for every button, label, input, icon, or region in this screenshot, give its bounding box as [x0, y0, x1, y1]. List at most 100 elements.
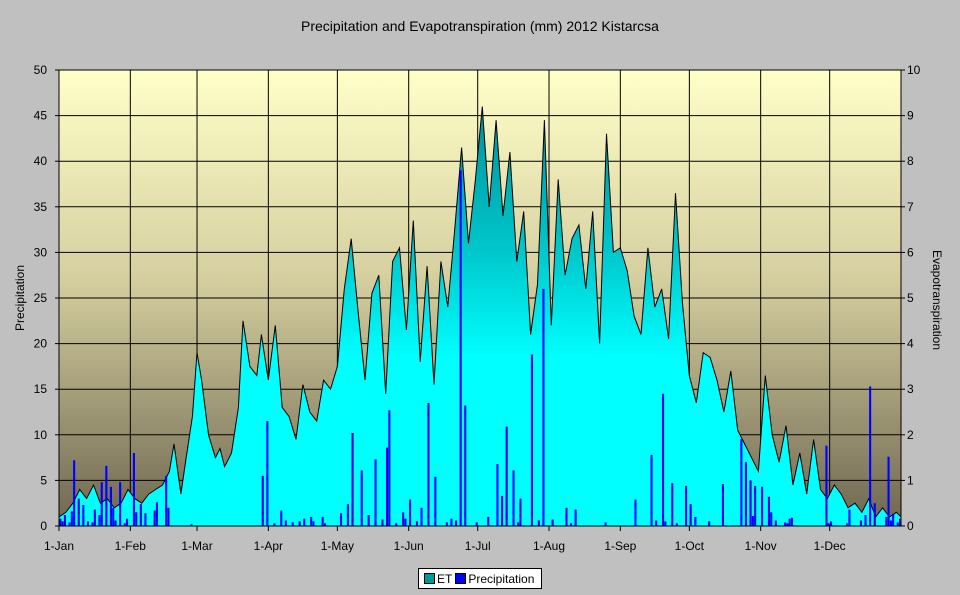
precipitation-bar — [749, 480, 752, 526]
right-tick-label: 9 — [907, 109, 914, 123]
precipitation-bar — [574, 509, 577, 526]
precipitation-bar — [153, 510, 156, 526]
precipitation-bar — [721, 484, 724, 526]
precipitation-bar — [459, 170, 462, 527]
precipitation-bar — [864, 515, 867, 526]
precipitation-bar — [604, 522, 607, 526]
precipitation-bar — [61, 521, 64, 526]
precipitation-bar — [708, 521, 711, 526]
precipitation-bar — [409, 499, 412, 526]
precipitation-bar — [280, 510, 283, 526]
y-axis-label-right: Evapotranspiration — [930, 250, 944, 350]
precipitation-bar — [445, 522, 448, 526]
left-tick-label: 5 — [40, 473, 47, 487]
left-tick-label: 45 — [34, 109, 48, 123]
precipitation-bar — [291, 522, 294, 526]
precipitation-bar — [662, 393, 665, 526]
precipitation-bar — [770, 512, 773, 526]
x-tick-label: 1-Nov — [745, 539, 777, 553]
precipitation-bar — [70, 511, 73, 526]
precipitation-bar — [100, 482, 103, 526]
left-tick-label: 30 — [34, 245, 48, 259]
precipitation-bar — [109, 486, 112, 526]
legend-item-et: ET — [424, 572, 452, 586]
legend: ET Precipitation — [418, 568, 542, 589]
precipitation-bar — [896, 522, 899, 526]
precipitation-bar — [303, 518, 306, 526]
precipitation-bar — [825, 445, 828, 526]
precipitation-bar-series — [59, 170, 902, 527]
right-tick-label: 4 — [907, 337, 914, 351]
x-tick-label: 1-Apr — [254, 539, 283, 553]
precipitation-bar — [346, 504, 349, 526]
precipitation-bar — [114, 520, 117, 526]
precipitation-bar — [112, 507, 115, 526]
precipitation-bar — [634, 499, 637, 526]
precipitation-bar — [93, 509, 96, 526]
precipitation-bar — [105, 465, 108, 526]
x-tick-label: 1-Jun — [394, 539, 424, 553]
legend-item-precipitation: Precipitation — [455, 572, 534, 586]
precipitation-bar — [505, 426, 508, 526]
precipitation-bar — [82, 505, 85, 526]
precipitation-bar — [487, 516, 490, 526]
right-tick-label: 3 — [907, 382, 914, 396]
precipitation-bar — [86, 521, 89, 526]
precipitation-bar — [512, 470, 515, 526]
right-tick-label: 8 — [907, 154, 914, 168]
precipitation-bar — [374, 459, 377, 526]
precipitation-bar — [73, 460, 76, 526]
right-axis-ticks: 0 1 2 3 4 5 6 7 8 9 10 — [901, 63, 921, 533]
precipitation-bar — [767, 496, 770, 526]
x-axis-ticks: 1-Jan 1-Feb 1-Mar 1-Apr 1-May 1-Jun 1-Jul 1-Aug… — [44, 526, 846, 553]
precipitation-bar — [754, 485, 757, 526]
precipitation-bar — [751, 516, 754, 526]
left-tick-label: 35 — [34, 200, 48, 214]
precipitation-bar — [420, 507, 423, 526]
left-tick-label: 10 — [34, 428, 48, 442]
y-axis-label-left: Precipitation — [13, 265, 27, 331]
x-tick-label: 1-Jul — [465, 539, 491, 553]
precipitation-bar — [298, 521, 301, 526]
x-tick-label: 1-Oct — [675, 539, 705, 553]
precipitation-bar — [519, 498, 522, 526]
precipitation-bar — [340, 513, 343, 526]
precipitation-bar — [402, 512, 405, 526]
precipitation-bar — [190, 524, 193, 526]
precipitation-bar — [455, 520, 458, 526]
precipitation-bar — [790, 517, 793, 526]
precipitation-bar — [784, 522, 787, 526]
precipitation-bar — [266, 421, 269, 526]
left-tick-label: 25 — [34, 291, 48, 305]
precipitation-bar — [323, 523, 326, 526]
precipitation-bar — [570, 523, 573, 526]
legend-label-et: ET — [437, 571, 453, 586]
right-tick-label: 6 — [907, 245, 914, 259]
x-tick-label: 1-Mar — [181, 539, 212, 553]
precipitation-bar — [388, 410, 391, 526]
precipitation-bar — [786, 523, 789, 526]
chart-title: Precipitation and Evapotranspiration (mm… — [301, 18, 659, 34]
precipitation-bar — [123, 523, 126, 526]
precipitation-bar — [675, 523, 678, 526]
precipitation-bar — [381, 519, 384, 526]
precipitation-bar — [351, 433, 354, 526]
precipitation-bar — [885, 516, 888, 526]
precipitation-bar — [496, 464, 499, 526]
precipitation-bar — [132, 453, 135, 526]
left-tick-label: 40 — [34, 154, 48, 168]
precipitation-bar — [830, 521, 833, 526]
precipitation-bar — [761, 486, 764, 526]
precipitation-bar — [664, 521, 667, 526]
legend-label-precipitation: Precipitation — [468, 571, 535, 586]
precipitation-bar — [126, 518, 129, 526]
precipitation-bar — [284, 520, 287, 526]
precipitation-bar — [846, 523, 849, 526]
left-tick-label: 15 — [34, 382, 48, 396]
legend-swatch-et — [424, 573, 435, 584]
precipitation-bar — [689, 504, 692, 526]
precipitation-bar — [788, 518, 791, 526]
right-tick-label: 2 — [907, 428, 914, 442]
precipitation-bar — [873, 503, 876, 526]
